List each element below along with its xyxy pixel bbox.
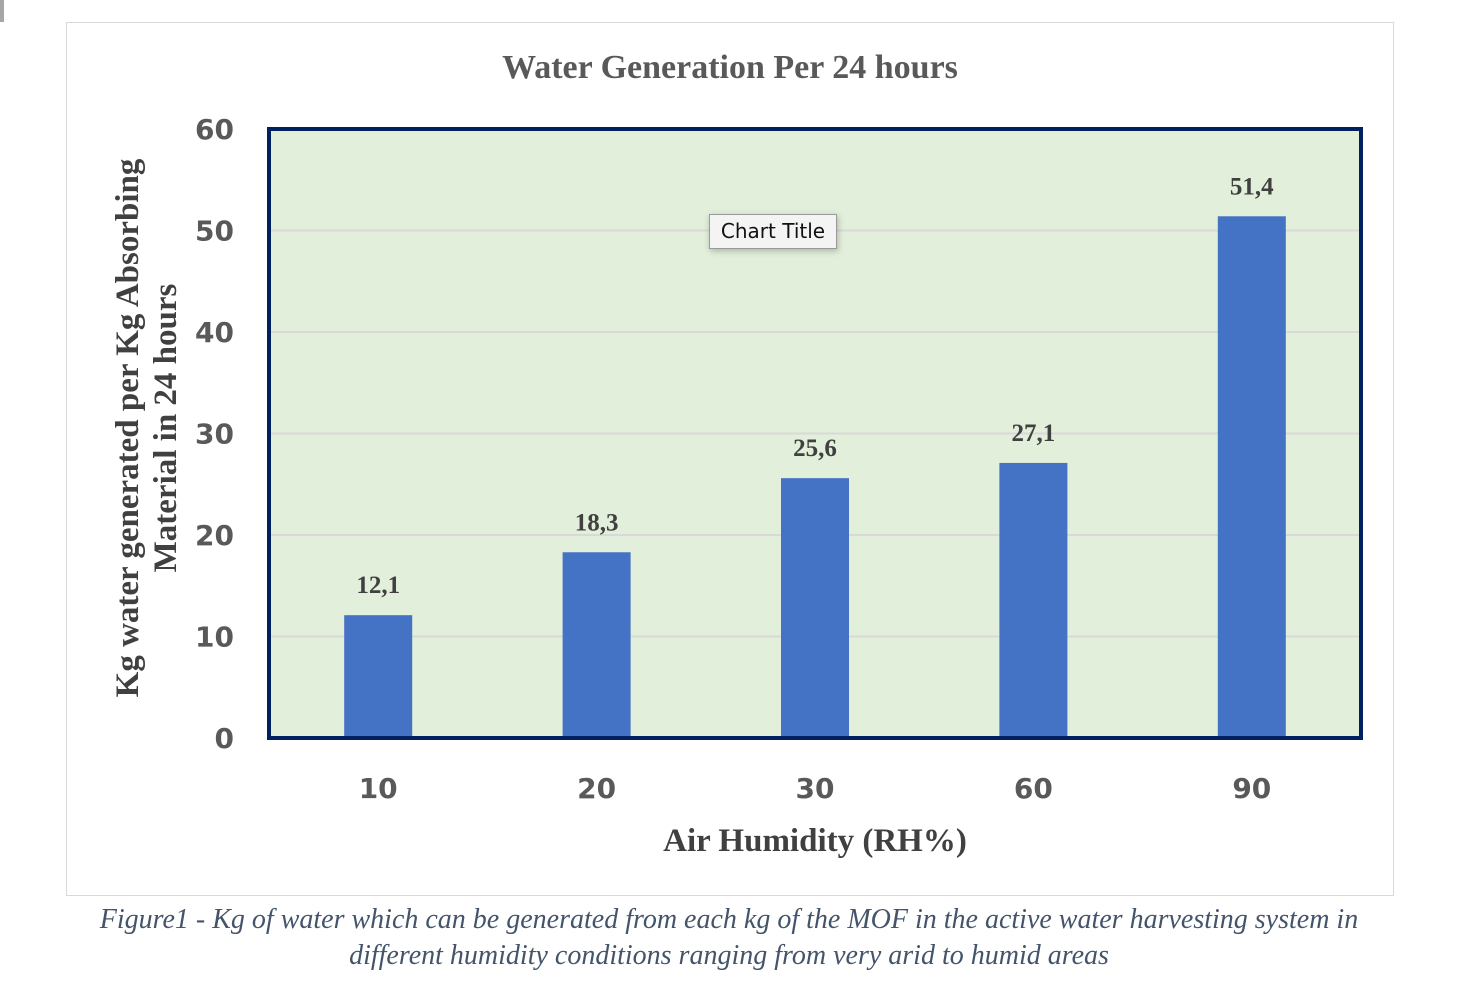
x-axis-label: Air Humidity (RH%) <box>663 823 967 859</box>
y-tick-label: 0 <box>215 722 234 755</box>
caption-line-1: Figure1 - Kg of water which can be gener… <box>99 904 1359 935</box>
x-tick-label: 10 <box>359 772 398 805</box>
bar-10 <box>344 615 413 738</box>
y-axis-label: Kg water generated per Kg Absorbing Mate… <box>110 158 184 697</box>
y-tick-label: 50 <box>195 215 234 248</box>
x-tick-label: 30 <box>796 772 835 805</box>
x-tick-label: 90 <box>1232 772 1271 805</box>
x-tick-label: 60 <box>1014 772 1053 805</box>
figure-caption: Figure1 - Kg of water which can be gener… <box>0 902 1458 974</box>
bar-90 <box>1217 216 1286 739</box>
chart-title: Water Generation Per 24 hours <box>502 49 958 86</box>
y-tick-label: 20 <box>195 519 234 552</box>
y-tick-label: 10 <box>195 621 234 654</box>
y-axis-label-line-1: Kg water generated per Kg Absorbing <box>110 158 146 697</box>
y-tick-label: 40 <box>195 316 234 349</box>
y-axis-label-line-2: Material in 24 hours <box>148 283 184 572</box>
x-tick-label: 20 <box>577 772 616 805</box>
data-label: 51,4 <box>1230 173 1274 200</box>
chart-frame <box>66 22 1394 896</box>
data-label: 27,1 <box>1012 420 1056 447</box>
data-label: 12,1 <box>356 572 400 599</box>
y-tick-label: 60 <box>195 113 234 146</box>
caption-line-2: different humidity conditions ranging fr… <box>349 940 1109 971</box>
bar-20 <box>562 552 631 738</box>
y-tick-label: 30 <box>195 418 234 451</box>
bar-60 <box>999 462 1068 738</box>
bar-30 <box>781 478 849 738</box>
plot-border <box>267 127 1363 740</box>
data-label: 18,3 <box>575 509 619 536</box>
data-label: 25,6 <box>793 435 837 462</box>
window-edge <box>0 0 4 22</box>
chart-title-tooltip: Chart Title <box>709 214 837 249</box>
